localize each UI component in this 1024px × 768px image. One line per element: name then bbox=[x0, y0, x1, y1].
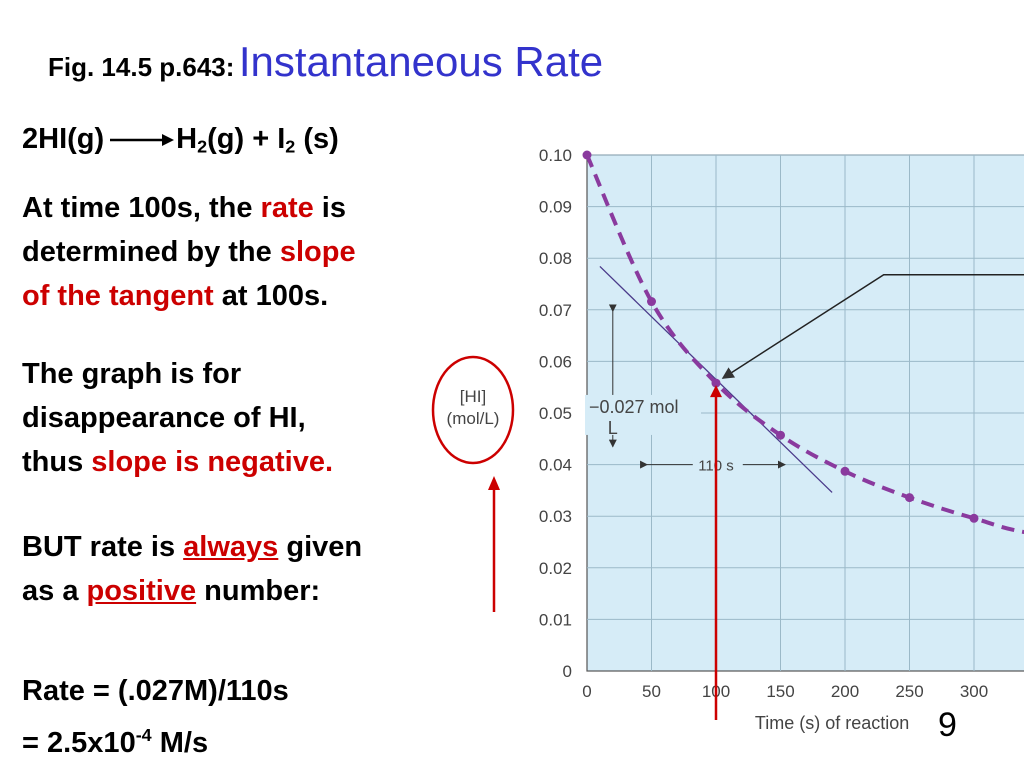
concentration-time-chart: 05010015020025030035040000.010.020.030.0… bbox=[539, 146, 1024, 733]
y-tick-label: 0.02 bbox=[539, 559, 572, 578]
x-tick-label: 250 bbox=[895, 682, 923, 701]
y-axis-label-line2: (mol/L) bbox=[447, 409, 500, 428]
data-point bbox=[776, 430, 785, 440]
reactant: 2HI(g) bbox=[22, 123, 105, 155]
title-main: Instantaneous Rate bbox=[238, 38, 604, 85]
y-tick-label: 0.03 bbox=[539, 507, 572, 526]
y-label-pointer-arrowhead bbox=[488, 476, 500, 490]
x-tick-label: 200 bbox=[831, 682, 859, 701]
page-number: 9 bbox=[938, 706, 957, 744]
data-point bbox=[711, 378, 721, 388]
callout-arrow bbox=[721, 273, 1024, 379]
y-tick-label: 0.09 bbox=[539, 198, 572, 217]
y-tick-label: 0.06 bbox=[539, 352, 572, 371]
y-tick-label: 0 bbox=[563, 662, 572, 681]
x-tick-label: 150 bbox=[766, 682, 794, 701]
x-tick-label: 0 bbox=[582, 682, 591, 701]
data-point bbox=[840, 466, 850, 476]
delta-y-label: −0.027 mol bbox=[589, 397, 679, 417]
x-tick-label: 50 bbox=[642, 682, 661, 701]
y-axis-label-group: [HI] (mol/L) bbox=[431, 355, 515, 612]
y-tick-label: 0.04 bbox=[539, 456, 572, 475]
title-prefix: Fig. 14.5 p.643: bbox=[48, 52, 235, 82]
rate-line-2: = 2.5x10-4 M/s bbox=[22, 725, 209, 759]
y-tick-label: 0.01 bbox=[539, 610, 572, 629]
data-point bbox=[969, 513, 979, 523]
reaction-equation: 2HI(g) H2(g) + I2 (s) bbox=[22, 123, 339, 157]
data-point bbox=[582, 150, 592, 160]
paragraph-positive-rate: BUT rate is always given as a positive n… bbox=[22, 531, 363, 607]
delta-x-label-bg bbox=[692, 454, 743, 475]
x-axis-label: Time (s) of reaction bbox=[755, 713, 909, 733]
paragraph-negative-slope: The graph is for disappearance of HI, th… bbox=[22, 358, 334, 478]
rate-calculation: Rate = (.027M)/110s = 2.5x10-4 M/s bbox=[22, 669, 289, 765]
y-tick-label: 0.05 bbox=[539, 404, 572, 423]
y-label-circle bbox=[431, 355, 515, 465]
rate-line-1: Rate = (.027M)/110s bbox=[22, 675, 289, 707]
y-tick-label: 0.10 bbox=[539, 146, 572, 165]
delta-y-label-unit: L bbox=[608, 418, 618, 438]
delta-y-label-bg bbox=[585, 394, 701, 435]
slide-title: Fig. 14.5 p.643: Instantaneous Rate bbox=[48, 38, 603, 86]
time-pointer-arrowhead bbox=[710, 385, 722, 398]
paragraph-rate-slope: At time 100s, the rate is determined by … bbox=[22, 192, 356, 312]
reaction-arrow-icon bbox=[110, 134, 175, 147]
y-tick-label: 0.08 bbox=[539, 249, 572, 268]
x-tick-label: 300 bbox=[960, 682, 988, 701]
data-point bbox=[647, 297, 656, 307]
y-tick-label: 0.07 bbox=[539, 301, 572, 320]
data-point bbox=[905, 493, 914, 503]
y-axis-label-line1: [HI] bbox=[460, 387, 486, 406]
